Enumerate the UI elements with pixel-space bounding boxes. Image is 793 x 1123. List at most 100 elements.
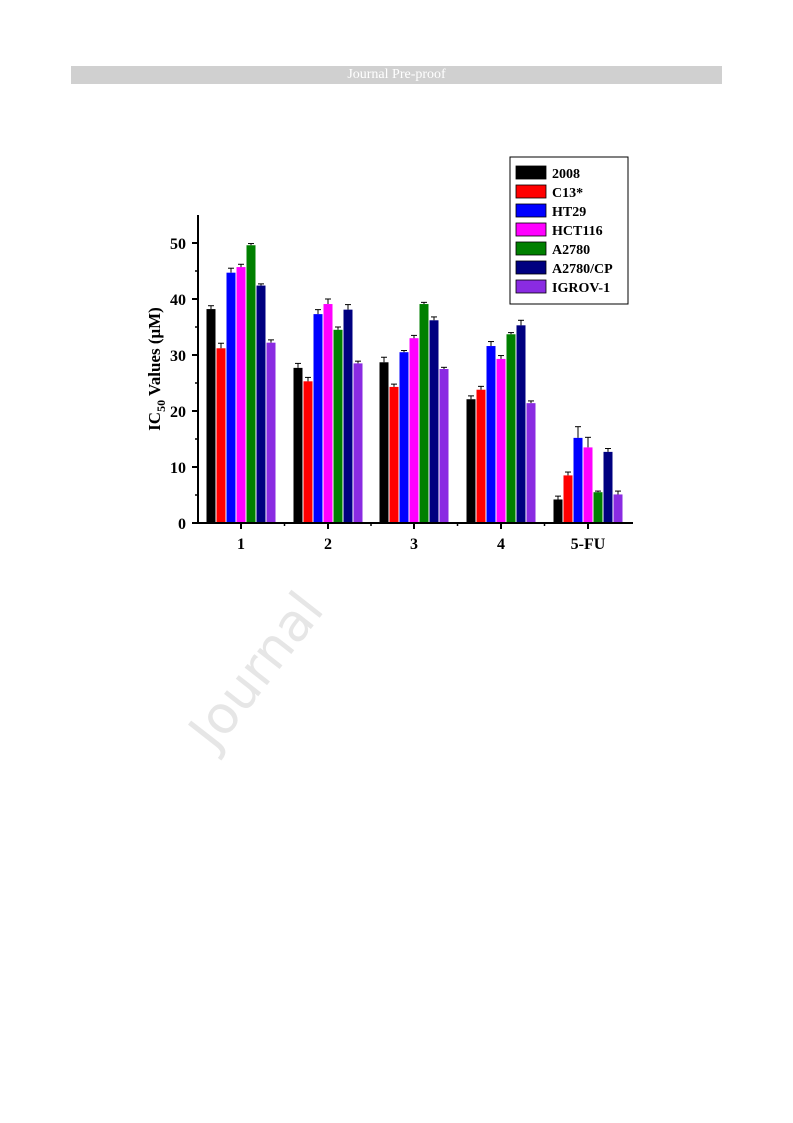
error-bar — [555, 495, 561, 500]
plot-area — [206, 243, 623, 524]
bar-2008-3 — [379, 362, 389, 523]
error-bar — [381, 356, 387, 363]
legend: 2008 C13* HT29 HCT116 A2780 A2780/CP IGROV-1 — [509, 156, 629, 305]
error-bar — [565, 471, 571, 476]
y-tick-label: 50 — [170, 236, 186, 253]
banner-text: Journal Pre-proof — [347, 67, 446, 82]
bar-2008-1 — [206, 309, 216, 523]
bar-hct116-4 — [496, 358, 506, 523]
y-axis-label-main: IC — [145, 412, 164, 431]
legend-swatch — [515, 165, 547, 180]
error-bar — [208, 305, 214, 310]
error-bar — [478, 385, 484, 390]
bar-2008-4 — [466, 399, 476, 523]
error-bar — [345, 304, 351, 310]
legend-swatch — [515, 184, 547, 199]
error-bar — [325, 298, 331, 305]
x-tick-label: 3 — [410, 536, 418, 553]
y-tick-label: 40 — [170, 292, 186, 309]
bar-igrov-1-2 — [353, 363, 363, 523]
bar-a2780-cp-2 — [343, 309, 353, 523]
bar-c13--5-fu — [563, 475, 573, 523]
bar-igrov-1-5-fu — [613, 494, 623, 523]
bar-a2780-4 — [506, 334, 516, 523]
error-bar — [305, 376, 311, 382]
error-bar — [315, 309, 321, 315]
bar-c13--1 — [216, 348, 226, 523]
legend-swatch — [515, 203, 547, 218]
y-axis-label: IC50 Values (μM) — [145, 307, 168, 431]
error-bar — [441, 366, 447, 369]
x-tick-label: 1 — [237, 536, 245, 553]
bar-a2780-5-fu — [593, 492, 603, 523]
error-bar — [421, 301, 427, 305]
bar-hct116-2 — [323, 304, 333, 523]
y-tick-label: 30 — [170, 348, 186, 365]
bar-c13--2 — [303, 381, 313, 523]
error-bar — [228, 267, 234, 273]
journal-banner: Journal Pre-proof — [71, 66, 722, 84]
error-bar — [411, 334, 417, 339]
error-bar — [575, 426, 581, 438]
error-bar — [605, 448, 611, 452]
bar-ht29-3 — [399, 352, 409, 523]
bar-ht29-5-fu — [573, 437, 583, 523]
bar-a2780-cp-5-fu — [603, 451, 613, 523]
error-bar — [295, 362, 301, 368]
bar-ht29-4 — [486, 346, 496, 523]
error-bar — [218, 342, 224, 349]
bar-a2780-cp-4 — [516, 325, 526, 523]
error-bar — [488, 341, 494, 347]
legend-label: 2008 — [552, 167, 580, 182]
error-bar — [615, 490, 621, 495]
error-bar — [508, 332, 514, 335]
bar-igrov-1-3 — [439, 369, 449, 523]
bar-igrov-1-1 — [266, 342, 276, 523]
bar-ht29-2 — [313, 314, 323, 523]
bar-hct116-3 — [409, 338, 419, 523]
bar-a2780-3 — [419, 304, 429, 523]
bar-a2780-2 — [333, 329, 343, 523]
error-bar — [258, 283, 264, 286]
legend-swatch — [515, 241, 547, 256]
y-tick-label: 10 — [170, 460, 186, 477]
legend-label: HT29 — [552, 205, 586, 220]
bar-2008-2 — [293, 367, 303, 523]
legend-label: C13* — [552, 186, 583, 201]
error-bar — [431, 316, 437, 321]
error-bar — [355, 360, 361, 364]
error-bar — [238, 263, 244, 268]
bar-hct116-1 — [236, 267, 246, 523]
legend-label: IGROV-1 — [552, 281, 610, 296]
error-bar — [391, 383, 397, 387]
bar-igrov-1-4 — [526, 403, 536, 523]
bar-c13--4 — [476, 389, 486, 523]
y-axis-label-sub: 50 — [154, 400, 168, 412]
legend-label: HCT116 — [552, 224, 603, 239]
error-bar — [268, 339, 274, 343]
bar-a2780-cp-1 — [256, 285, 266, 523]
legend-swatch — [515, 222, 547, 237]
y-tick-label: 0 — [178, 516, 186, 533]
error-bar — [528, 400, 534, 404]
x-tick-label: 2 — [324, 536, 332, 553]
error-bar — [248, 243, 254, 246]
y-tick-label: 20 — [170, 404, 186, 421]
error-bar — [585, 436, 591, 448]
bar-ht29-1 — [226, 272, 236, 523]
error-bar — [595, 490, 601, 493]
x-tick-label: 5-FU — [571, 536, 606, 553]
bar-hct116-5-fu — [583, 447, 593, 523]
error-bar — [498, 355, 504, 359]
error-bar — [518, 319, 524, 326]
bar-c13--3 — [389, 386, 399, 523]
error-bar — [335, 326, 341, 330]
legend-label: A2780 — [552, 243, 590, 258]
legend-swatch — [515, 260, 547, 275]
bar-a2780-1 — [246, 245, 256, 524]
y-axis-label-rest: Values (μM) — [145, 307, 164, 400]
bar-2008-5-fu — [553, 499, 563, 523]
bar-a2780-cp-3 — [429, 320, 439, 523]
